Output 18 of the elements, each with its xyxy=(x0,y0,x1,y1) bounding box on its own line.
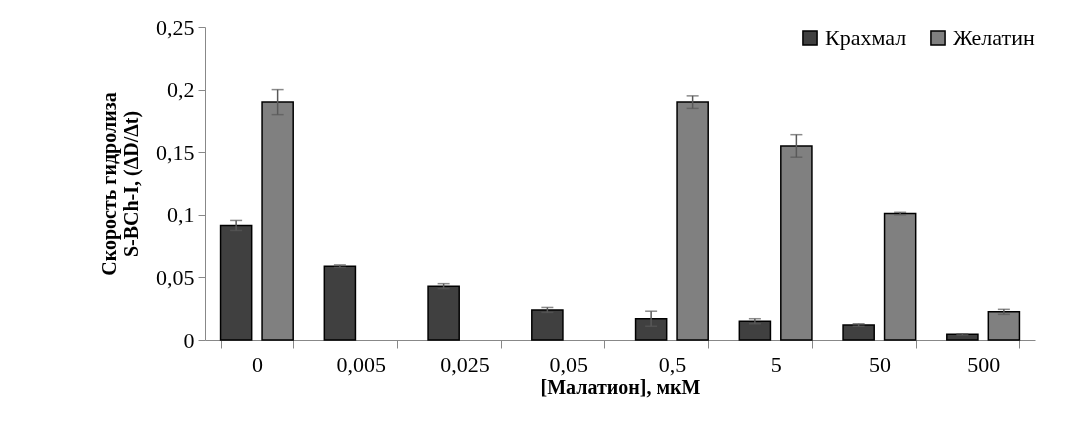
x-tick-label: 0,05 xyxy=(549,351,588,377)
y-tick-label: 0,1 xyxy=(167,202,195,228)
y-axis-title: Скорость гидролиза S-BCh-I, (ΔD/Δt) xyxy=(98,92,143,276)
legend-label: Желатин xyxy=(953,25,1035,50)
x-tick-label: 0 xyxy=(251,351,263,377)
x-axis-title: [Малатион], мкМ xyxy=(540,375,701,398)
y-tick-label: 0,05 xyxy=(156,264,195,290)
x-tick-label: 5 xyxy=(770,351,782,377)
legend-label: Крахмал xyxy=(825,25,907,50)
x-tick-label: 0,025 xyxy=(440,351,490,377)
x-tick-label: 0,005 xyxy=(336,351,386,377)
x-tick-label: 500 xyxy=(967,351,1001,377)
y-tick-label: 0,2 xyxy=(167,77,195,103)
x-tick-label: 50 xyxy=(868,351,891,377)
x-tick-label: 0,5 xyxy=(658,351,687,377)
y-tick-label: 0,25 xyxy=(156,14,195,40)
y-tick-label: 0,15 xyxy=(156,139,195,165)
y-tick-label: 0 xyxy=(183,327,195,353)
